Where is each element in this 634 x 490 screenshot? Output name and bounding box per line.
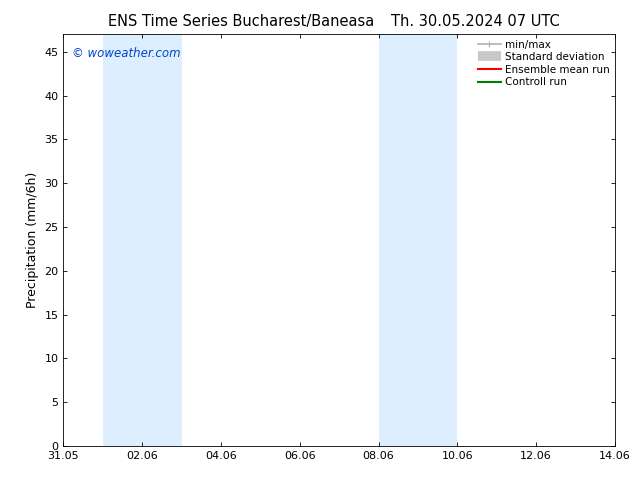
Text: Th. 30.05.2024 07 UTC: Th. 30.05.2024 07 UTC — [391, 14, 560, 29]
Bar — [103, 34, 181, 446]
Text: © woweather.com: © woweather.com — [72, 47, 180, 60]
Y-axis label: Precipitation (mm/6h): Precipitation (mm/6h) — [26, 172, 39, 308]
Bar — [378, 34, 457, 446]
Legend: min/max, Standard deviation, Ensemble mean run, Controll run: min/max, Standard deviation, Ensemble me… — [476, 37, 612, 89]
Text: ENS Time Series Bucharest/Baneasa: ENS Time Series Bucharest/Baneasa — [108, 14, 374, 29]
